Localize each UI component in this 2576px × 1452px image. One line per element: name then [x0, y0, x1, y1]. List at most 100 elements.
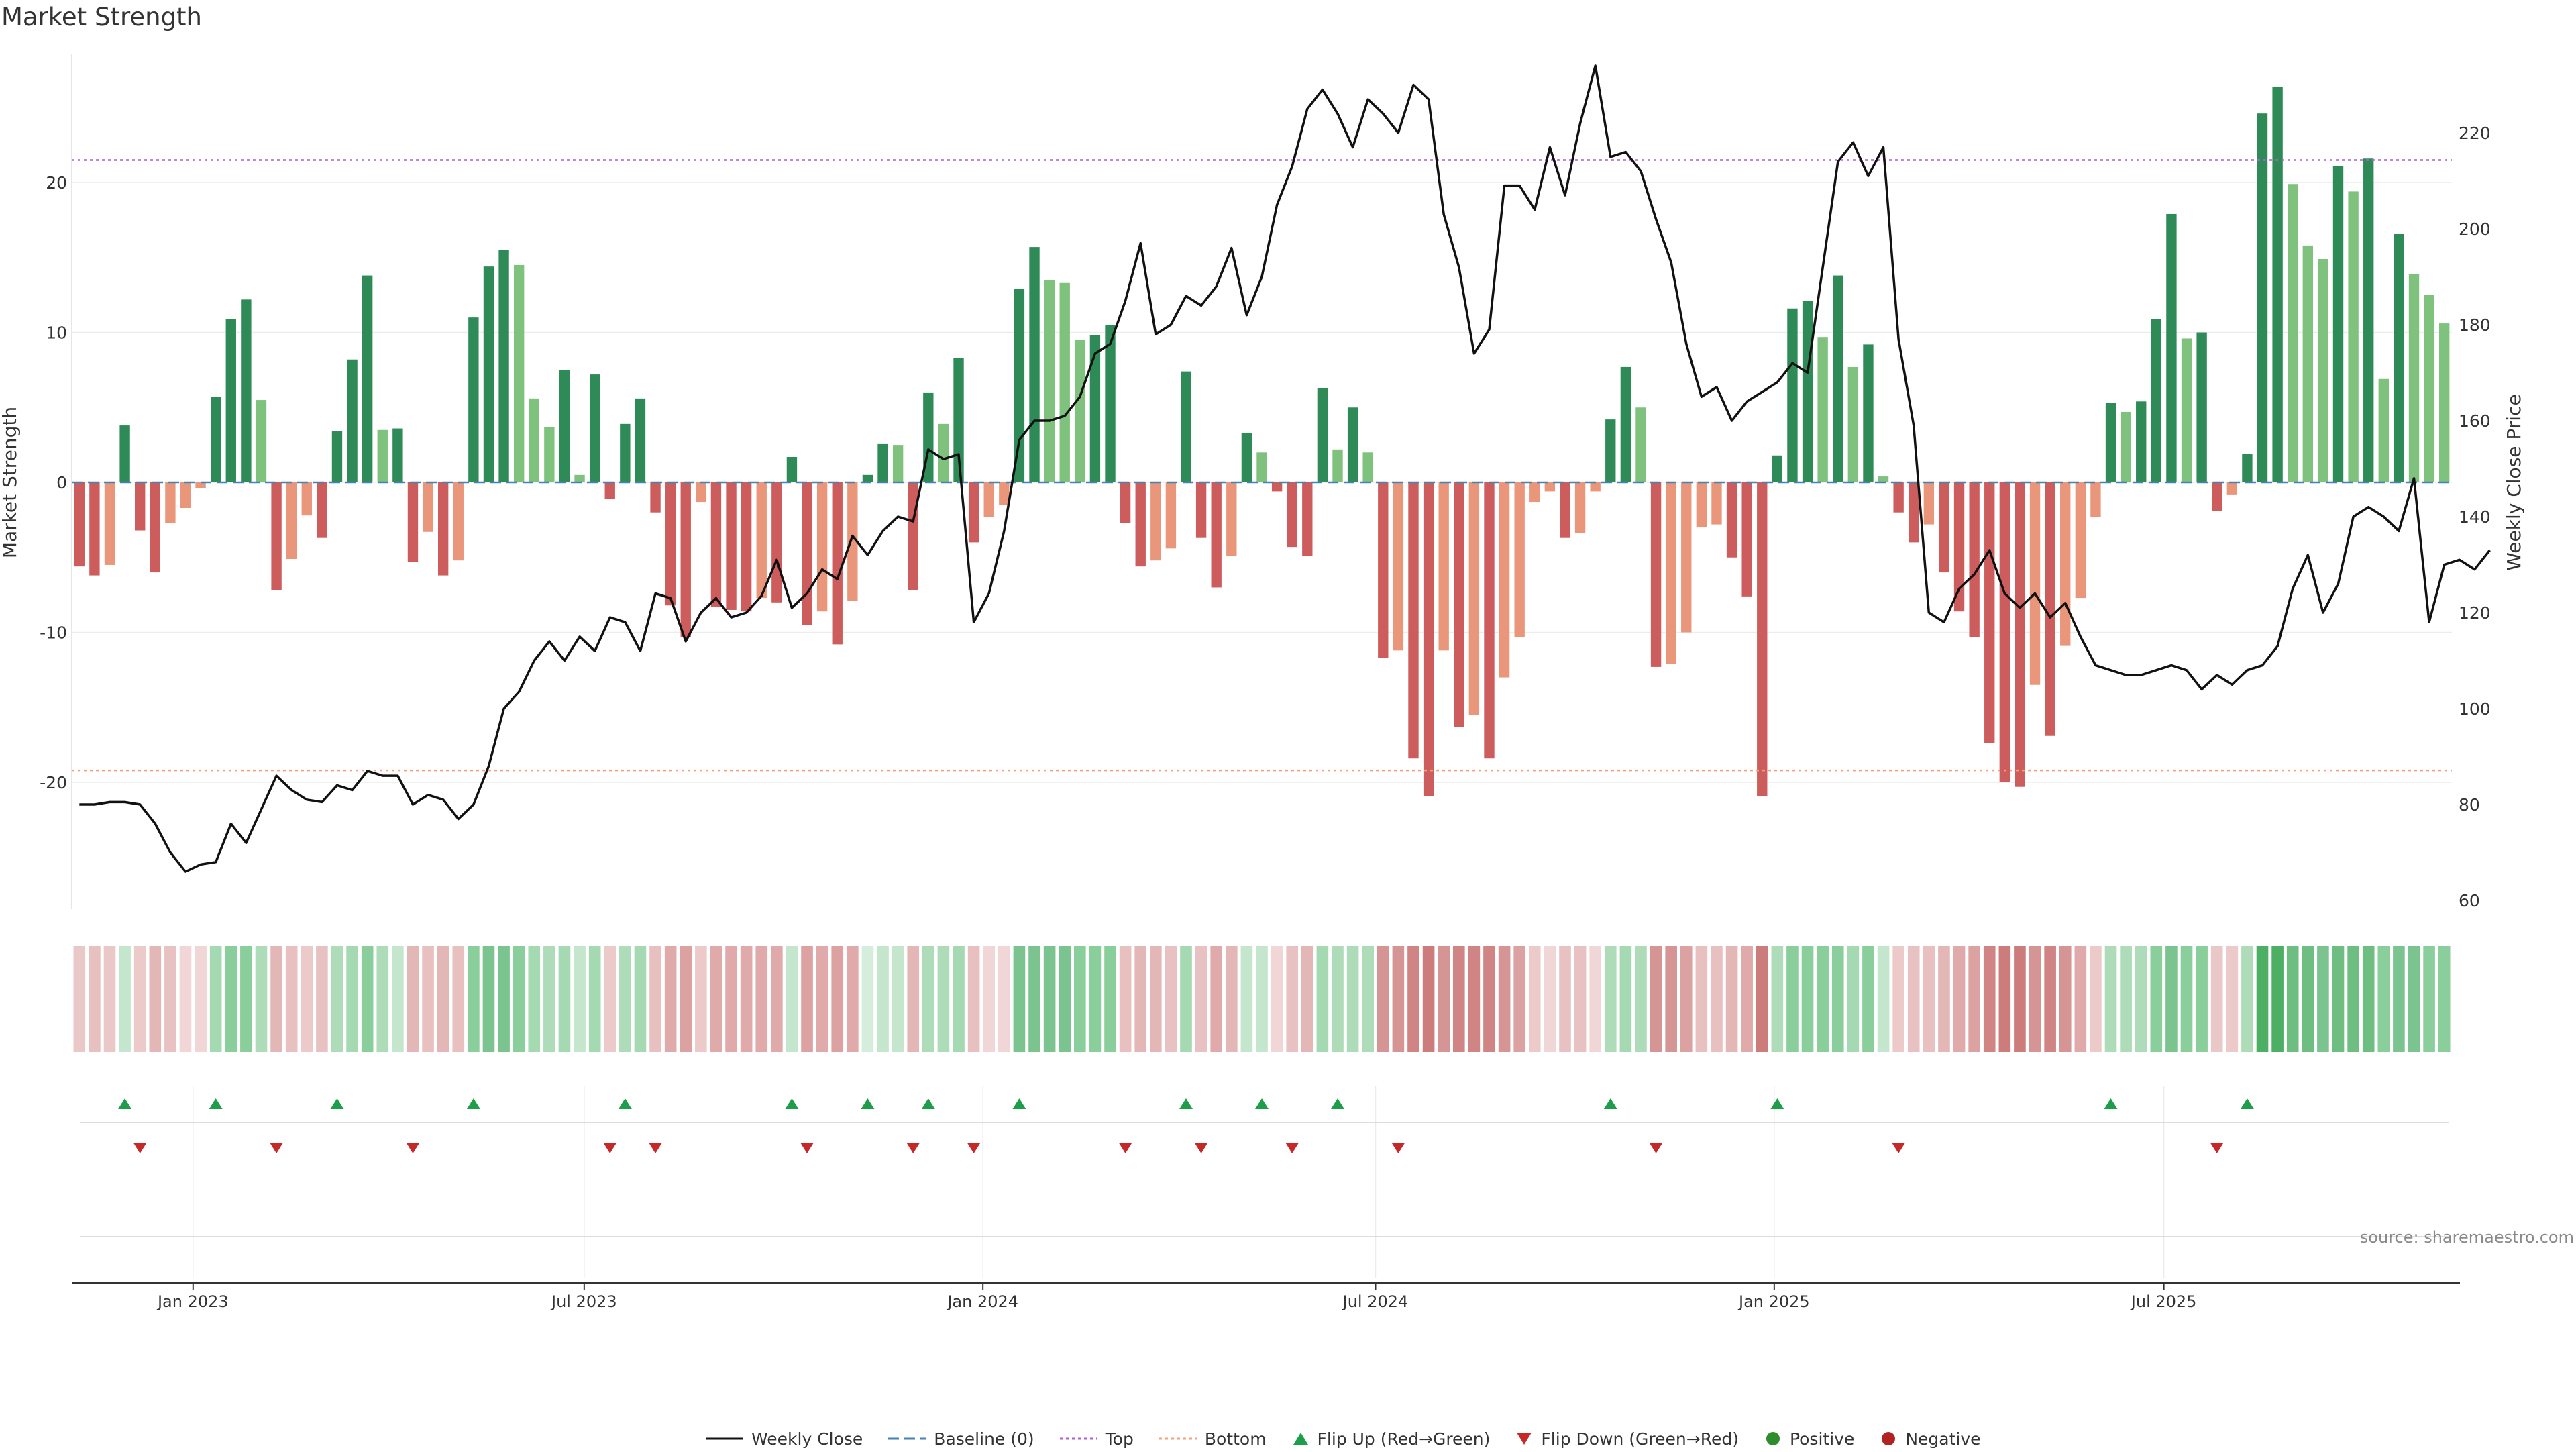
strength-bar: [574, 474, 585, 482]
right-tick-label: 120: [2459, 603, 2491, 623]
heat-strip-cell: [1801, 946, 1814, 1052]
heat-strip-cell: [2226, 946, 2239, 1052]
right-tick-label: 60: [2459, 891, 2480, 911]
strength-bar: [2090, 482, 2101, 517]
flip-down-marker: [649, 1143, 663, 1153]
strength-bar: [862, 474, 873, 482]
legend-item-flip-up: Flip Up (Red→Green): [1291, 1429, 1490, 1449]
strength-bar: [726, 482, 737, 610]
strength-bar: [877, 443, 888, 482]
flip-up-marker: [330, 1098, 344, 1109]
strength-bar: [2424, 295, 2434, 482]
weekly-close-swatch: [706, 1437, 743, 1440]
strength-bar: [1165, 482, 1177, 549]
heat-strip-cell: [1240, 946, 1253, 1052]
heat-strip-cell: [1165, 946, 1177, 1052]
strength-bar: [1423, 482, 1434, 796]
strength-bar: [2029, 482, 2041, 685]
heat-strip-cell: [1452, 946, 1465, 1052]
heat-strip-cell: [1817, 946, 1829, 1052]
strength-bar: [635, 398, 646, 482]
heat-strip-cell: [801, 946, 813, 1052]
heat-strip-cell: [1104, 946, 1116, 1052]
strength-bar: [2439, 323, 2450, 482]
heat-strip-cell: [2256, 946, 2269, 1052]
heat-strip-cell: [1635, 946, 1647, 1052]
left-tick-label: 20: [46, 173, 67, 193]
heat-strip-cell: [892, 946, 904, 1052]
heat-strip-cell: [1650, 946, 1662, 1052]
heat-strip-cell: [1786, 946, 1799, 1052]
strength-bar: [816, 482, 828, 612]
bottom-swatch: [1159, 1437, 1197, 1440]
heat-strip-cell: [1256, 946, 1268, 1052]
strength-bar: [453, 482, 464, 561]
strength-bar: [756, 482, 767, 599]
flip-down-marker: [1285, 1143, 1299, 1153]
heat-strip-cell: [2210, 946, 2223, 1052]
strength-bar: [1772, 455, 1783, 482]
heat-strip-cell: [1711, 946, 1723, 1052]
heat-strip-cell: [133, 946, 146, 1052]
strength-bar: [1590, 482, 1601, 492]
strength-bar: [1256, 452, 1267, 482]
flip-up-icon: [1293, 1433, 1308, 1445]
flip-up-marker: [1330, 1098, 1344, 1109]
strength-bar: [331, 431, 343, 482]
strength-bar: [1817, 337, 1828, 482]
strength-bar: [513, 264, 525, 482]
strength-bar: [1150, 482, 1161, 561]
heat-strip-cell: [634, 946, 647, 1052]
heat-strip-cell: [498, 946, 510, 1052]
strength-bar: [1302, 482, 1313, 556]
heat-strip-cell: [907, 946, 920, 1052]
heat-strip-cell: [1407, 946, 1419, 1052]
source-note: source: sharemaestro.com: [2360, 1228, 2574, 1247]
strength-bar: [892, 445, 904, 482]
heat-strip-cell: [588, 946, 601, 1052]
heat-strip-cell: [1195, 946, 1208, 1052]
heat-strip-cell: [468, 946, 480, 1052]
heat-strip-cell: [2347, 946, 2359, 1052]
strength-bar: [392, 428, 403, 482]
heat-strip-cell: [771, 946, 783, 1052]
heat-strip-cell: [1271, 946, 1283, 1052]
heat-strip-cell: [2014, 946, 2026, 1052]
strength-bar: [1089, 335, 1101, 482]
heat-strip-cell: [1362, 946, 1375, 1052]
strength-bar: [301, 482, 312, 516]
strength-bar: [2075, 482, 2086, 599]
strength-bar: [150, 482, 160, 573]
heat-strip-cell: [2196, 946, 2208, 1052]
heat-strip-cell: [513, 946, 525, 1052]
legend-label-bottom: Bottom: [1204, 1429, 1267, 1449]
heat-strip-cell: [1028, 946, 1040, 1052]
heat-strip-cell: [1680, 946, 1693, 1052]
heat-strip-cell: [1210, 946, 1223, 1052]
flip-down-marker: [800, 1143, 814, 1153]
heat-strip-cell: [2150, 946, 2163, 1052]
strength-bar: [1408, 482, 1419, 759]
flip-up-marker: [861, 1098, 875, 1109]
heat-strip-cell: [786, 946, 798, 1052]
right-tick-label: 100: [2459, 699, 2491, 719]
strength-bar: [1969, 482, 1980, 637]
strength-bar: [2348, 191, 2359, 482]
flip-up-marker: [618, 1098, 632, 1109]
heat-strip-cell: [2438, 946, 2451, 1052]
flip-down-marker: [906, 1143, 920, 1153]
flip-down-marker: [133, 1143, 147, 1153]
strength-bar: [741, 482, 752, 612]
strength-bar: [1544, 482, 1556, 492]
flip-up-marker: [2240, 1098, 2254, 1109]
strength-bar: [2318, 258, 2328, 482]
left-tick-label: 10: [46, 323, 67, 343]
heat-strip-cell: [664, 946, 677, 1052]
heat-strip-cell: [452, 946, 465, 1052]
flip-up-marker: [209, 1098, 223, 1109]
strength-bar: [271, 482, 282, 590]
strength-bar: [983, 482, 994, 517]
heat-strip-cell: [331, 946, 343, 1052]
strength-bar: [2045, 482, 2055, 736]
flip-down-icon: [1517, 1433, 1532, 1445]
